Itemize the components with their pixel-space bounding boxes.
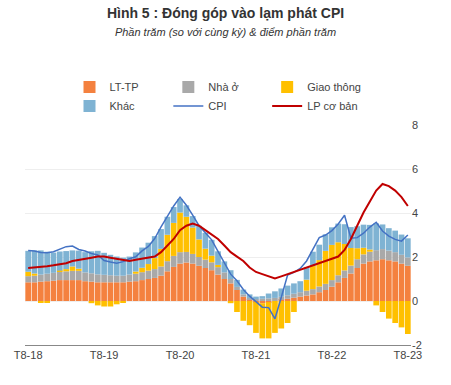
svg-text:Nhà ở: Nhà ở: [208, 81, 238, 93]
svg-text:T8-23: T8-23: [393, 349, 422, 361]
svg-text:LT-TP: LT-TP: [110, 81, 139, 93]
svg-text:T8-18: T8-18: [14, 349, 43, 361]
svg-text:4: 4: [412, 207, 418, 219]
svg-text:0: 0: [412, 295, 418, 307]
svg-text:T8-19: T8-19: [90, 349, 119, 361]
svg-text:6: 6: [412, 163, 418, 175]
svg-text:T8-20: T8-20: [166, 349, 195, 361]
svg-text:T8-22: T8-22: [318, 349, 347, 361]
svg-text:CPI: CPI: [208, 100, 226, 112]
svg-text:8: 8: [412, 119, 418, 131]
svg-text:Giao thông: Giao thông: [307, 81, 361, 93]
svg-text:LP cơ bản: LP cơ bản: [307, 100, 357, 112]
svg-text:T8-21: T8-21: [242, 349, 271, 361]
svg-text:Hình 5 : Đóng góp vào lạm phát: Hình 5 : Đóng góp vào lạm phát CPIPhần t…: [107, 5, 344, 38]
svg-text:-2: -2: [412, 339, 422, 351]
svg-text:Khác: Khác: [110, 100, 136, 112]
svg-text:2: 2: [412, 251, 418, 263]
